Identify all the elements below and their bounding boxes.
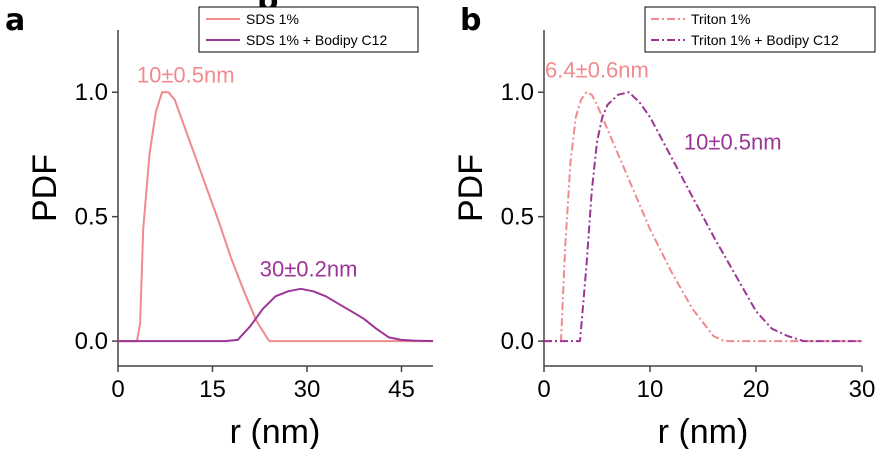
panel-b-ylabel: PDF [452, 154, 490, 222]
panel-a-ticks: 0 15 30 45 0.0 0.5 1.0 [75, 79, 415, 403]
x-tick-label: 45 [388, 376, 415, 403]
annotation-label: 10±0.5nm [137, 62, 235, 87]
legend-box [644, 6, 876, 53]
panel-b-axes [543, 30, 862, 367]
y-tick-label: 1.0 [501, 79, 534, 106]
x-tick-label: 30 [849, 376, 876, 403]
legend-label-sds-bodipy: SDS 1% + Bodipy C12 [246, 32, 387, 48]
y-tick-label: 0.5 [501, 204, 534, 231]
panel-b-series [544, 91, 862, 343]
panel-b-legend: Triton 1% Triton 1% + Bodipy C12 [644, 6, 876, 53]
y-tick-label: 0.0 [501, 328, 534, 355]
panel-b: b PDF r (nm) 0 10 20 30 0.0 0.5 1.0 6.4±0.6nm 1… [452, 3, 876, 449]
x-tick-label: 0 [111, 376, 124, 403]
panel-a-series [118, 91, 434, 343]
panel-b-xlabel: r (nm) [658, 413, 749, 449]
x-tick-label: 30 [294, 376, 321, 403]
legend-box [198, 6, 419, 53]
panel-a-xlabel: r (nm) [230, 413, 321, 449]
series-line-0 [118, 91, 433, 343]
series-line-0 [544, 91, 862, 343]
series-line-1 [118, 287, 434, 343]
series-line-1 [544, 91, 862, 343]
panel-a-axes [117, 30, 433, 367]
y-tick-label: 1.0 [75, 79, 108, 106]
annotation-label: 10±0.5nm [684, 129, 782, 154]
legend-label-triton: Triton 1% [691, 11, 750, 27]
legend-label-sds: SDS 1% [246, 11, 299, 27]
panel-a-letter: a [5, 3, 25, 38]
panel-a-annotations: 10±0.5nm 30±0.2nm [137, 62, 358, 281]
x-tick-label: 0 [537, 376, 550, 403]
panel-b-letter: b [460, 3, 481, 38]
panel-b-ticks: 0 10 20 30 0.0 0.5 1.0 [501, 79, 876, 403]
y-tick-label: 0.0 [75, 328, 108, 355]
x-tick-label: 20 [743, 376, 770, 403]
y-tick-label: 0.5 [75, 204, 108, 231]
annotation-label: 30±0.2nm [260, 256, 358, 281]
panel-b-annotations: 6.4±0.6nm 10±0.5nm [545, 57, 782, 154]
legend-label-triton-bodipy: Triton 1% + Bodipy C12 [691, 32, 839, 48]
x-tick-label: 15 [199, 376, 226, 403]
x-tick-label: 10 [637, 376, 664, 403]
panel-a-ylabel: PDF [26, 154, 64, 222]
annotation-label: 6.4±0.6nm [545, 57, 649, 82]
panel-a-legend: SDS 1% SDS 1% + Bodipy C12 [198, 6, 419, 53]
